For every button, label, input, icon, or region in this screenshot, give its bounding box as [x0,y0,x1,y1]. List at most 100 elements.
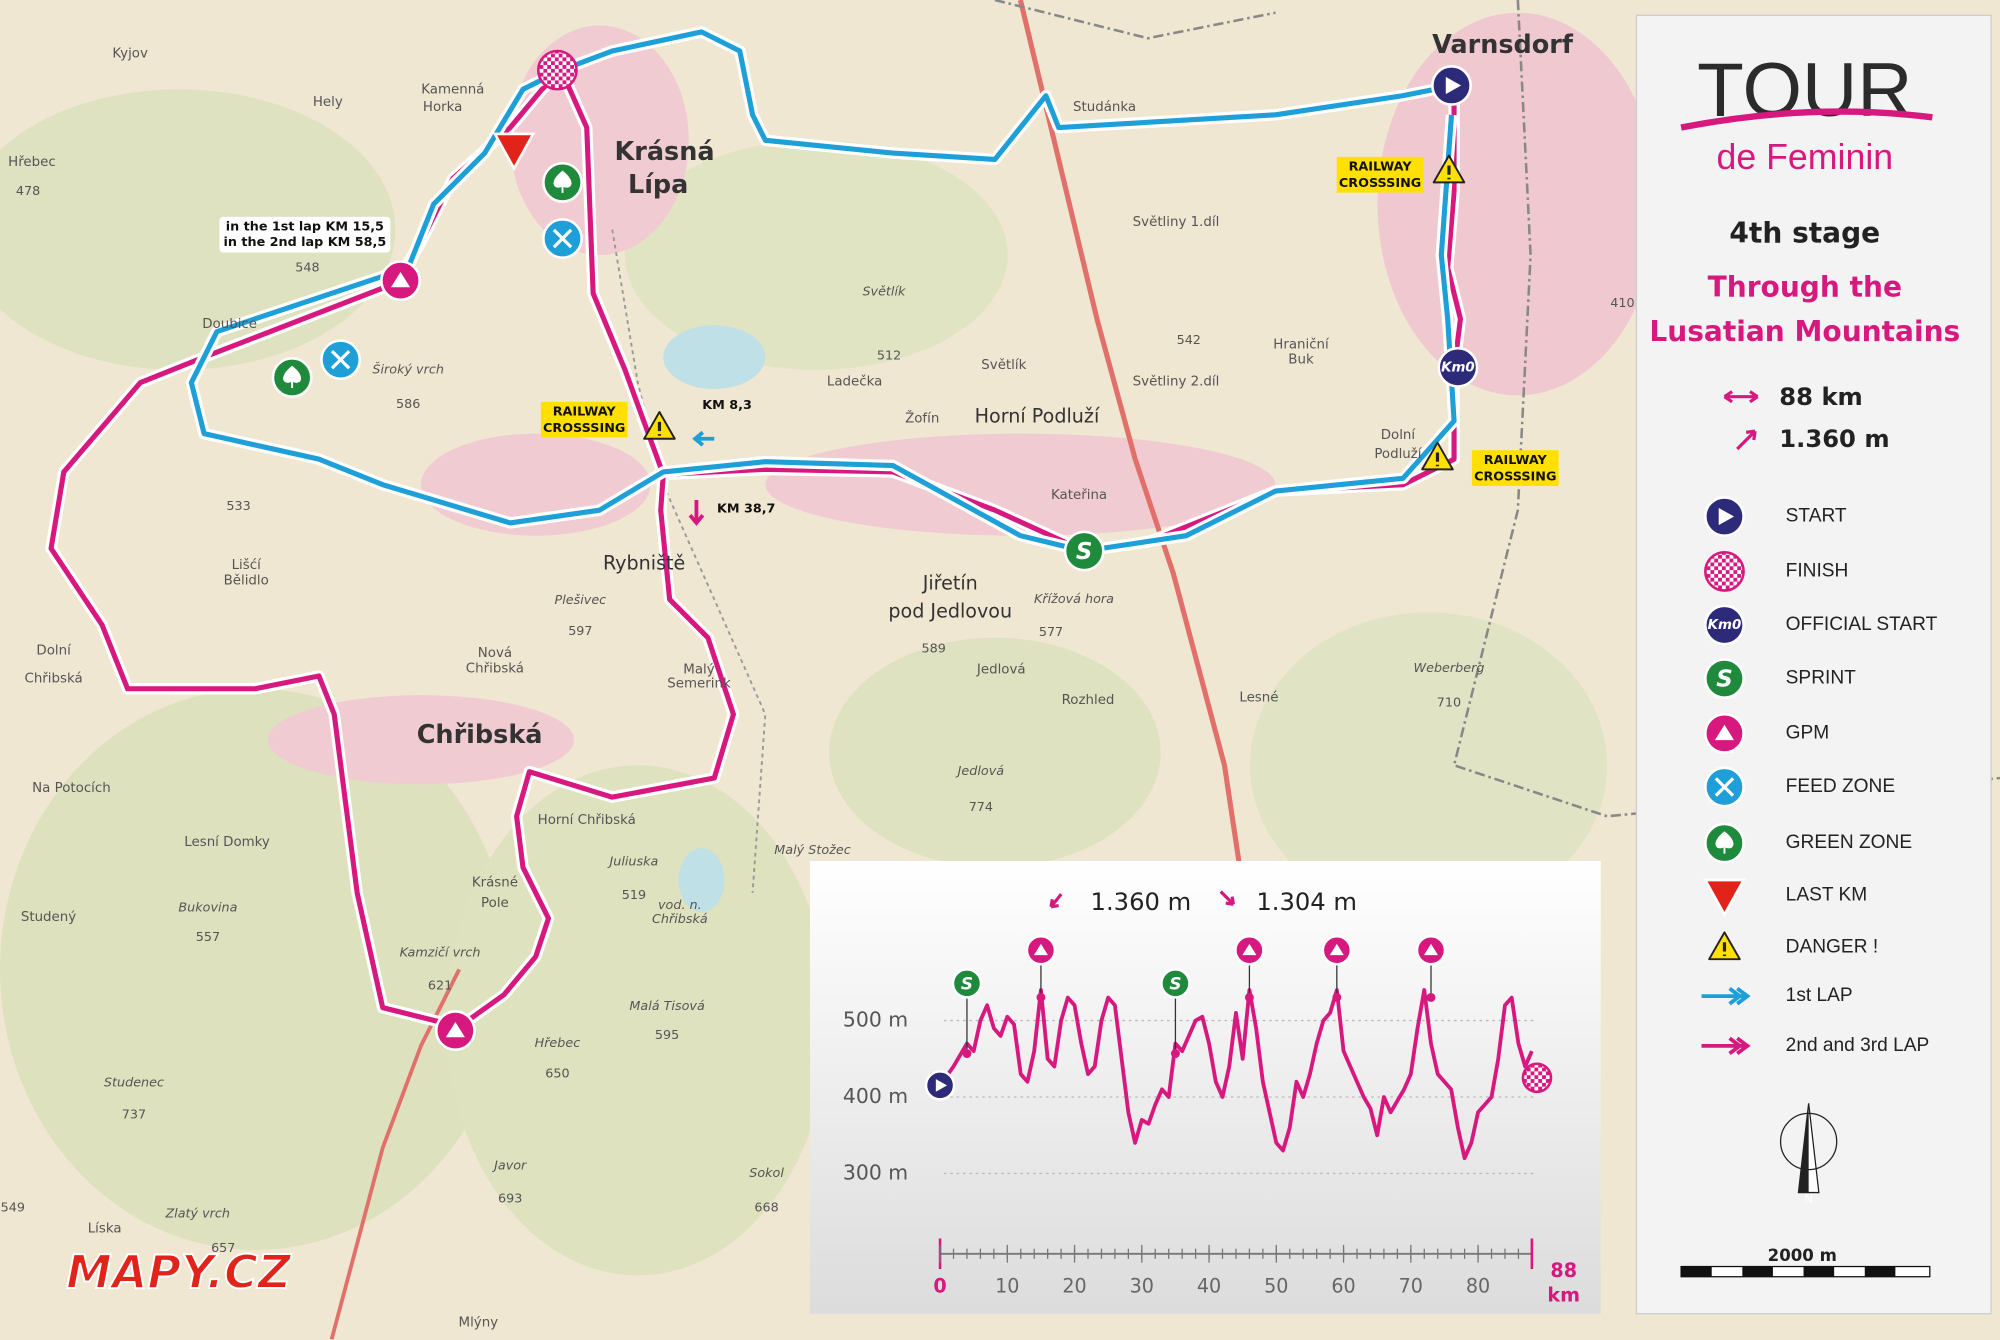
icon-sprint [1704,658,1745,699]
note-box [1471,450,1559,486]
x-unit: km [1547,1283,1580,1306]
place-label: Lesné [1239,690,1278,706]
place-label: 549 [1,1200,25,1215]
place-label: 650 [545,1066,569,1081]
place-label: 737 [122,1107,146,1122]
place-label: Hřebec [535,1036,581,1051]
scale-label: 2000 m [1768,1246,1837,1265]
note-arrow [688,499,705,526]
place-label: Semerink [667,677,731,692]
place-label: 533 [226,499,250,514]
routes [45,26,1467,1033]
compass: N [1779,1103,1838,1205]
scale-segment [1681,1266,1712,1277]
icon-glyph [1445,76,1462,95]
place-label: Horní Chřibská [538,812,636,828]
place-label: Světlík [862,285,906,300]
distance-icon [1723,390,1759,404]
distance: 88 km [1779,383,1862,411]
place-label: 693 [498,1191,522,1206]
icon-text: S [1169,974,1181,994]
place-label: Varnsdorf [1432,30,1574,60]
place-label: Studánka [1073,99,1136,115]
icon-text: Km0 [1708,618,1742,633]
place-label: Zlatý vrch [164,1207,230,1222]
stage: 4th stage [1729,217,1880,250]
place-label: Rybniště [603,551,685,574]
route-note: in the 1st lap KM 15,5 [226,220,384,235]
route-note: CROSSSING [543,421,625,436]
place-label: Bukovina [178,901,237,916]
place-label: Ladečka [827,373,882,389]
place-label: 774 [969,800,993,815]
lake [678,848,725,912]
icon-finish [1704,550,1745,592]
place-label: Weberberg [1414,661,1485,676]
x-tick-label: 10 [995,1274,1019,1297]
place-label: Juliuska [607,855,659,870]
place-label: Světliny 1.díl [1133,214,1220,230]
ascent-icon [1049,893,1063,909]
place-label: Dolní [36,642,72,658]
icon-glyph [390,271,411,288]
icon-glyph [445,1021,465,1038]
place-label: Studený [21,909,76,925]
legend-background [1635,14,1992,1315]
icon-lap-2 [1701,1036,1751,1056]
legend-label: GREEN ZONE [1786,832,1912,853]
place-label: Kateřina [1051,487,1107,503]
place-label: Chřibská [25,671,83,687]
y-tick-label: 300 m [843,1160,908,1184]
place-label: Kamenná [421,81,484,97]
icon-lap-1 [1701,986,1751,1006]
y-tick-label: 400 m [843,1084,908,1108]
compass-ring [1779,1112,1838,1171]
border-line [1452,0,2000,818]
x-tick-label: 80 [1466,1274,1490,1297]
icon-finish [537,49,578,91]
note-arrow [692,430,715,447]
place-label: Hřebec [8,154,56,170]
icon-sprint [951,968,983,999]
icon-glyph [1715,831,1734,854]
place-label: Horní Podluží [975,405,1100,428]
icon-text: Km0 [1441,360,1475,375]
place-label: Plešivec [555,593,607,608]
icon-text: S [1076,539,1093,565]
place-label: Líska [88,1220,122,1236]
brand-swoosh [1680,108,1933,131]
legend-label: START [1786,506,1847,527]
place-label: Jedlová [955,764,1005,779]
place-label: Podluží [1374,446,1422,462]
place-label: 548 [295,260,319,275]
place-label: Sokol [749,1166,784,1181]
place-label: Rozhled [1062,693,1115,708]
route-note: RAILWAY [553,404,617,419]
place-label: 512 [877,348,901,363]
forest [829,637,1161,868]
place-label: Malý Stožec [774,843,850,858]
place-label: Krásné [472,875,518,891]
icon-dot [1332,992,1342,1002]
place-label: Široký vrch [372,361,444,377]
town-area [1377,12,1659,396]
place-label: 589 [922,642,946,657]
place-label: 657 [211,1241,235,1256]
ascent-label: 1.360 m [1091,888,1192,916]
place-label: pod Jedlovou [888,600,1012,623]
icon-km0 [1437,346,1479,388]
x-end-label: 88 [1550,1259,1577,1282]
place-label: 710 [1437,695,1461,710]
town-area [765,433,1276,536]
scale-segment [1742,1266,1773,1277]
descent-label: 1.304 m [1256,888,1357,916]
place-label: Doubice [202,317,257,332]
icon-glyph [1714,724,1735,741]
elevation-line [938,988,1534,1161]
place-label: Jedlová [976,662,1026,678]
icon-glyph [1329,943,1344,956]
icon-sprint [1063,530,1105,572]
x-tick-label: 40 [1197,1274,1221,1297]
scale-bar [1680,1265,1931,1278]
